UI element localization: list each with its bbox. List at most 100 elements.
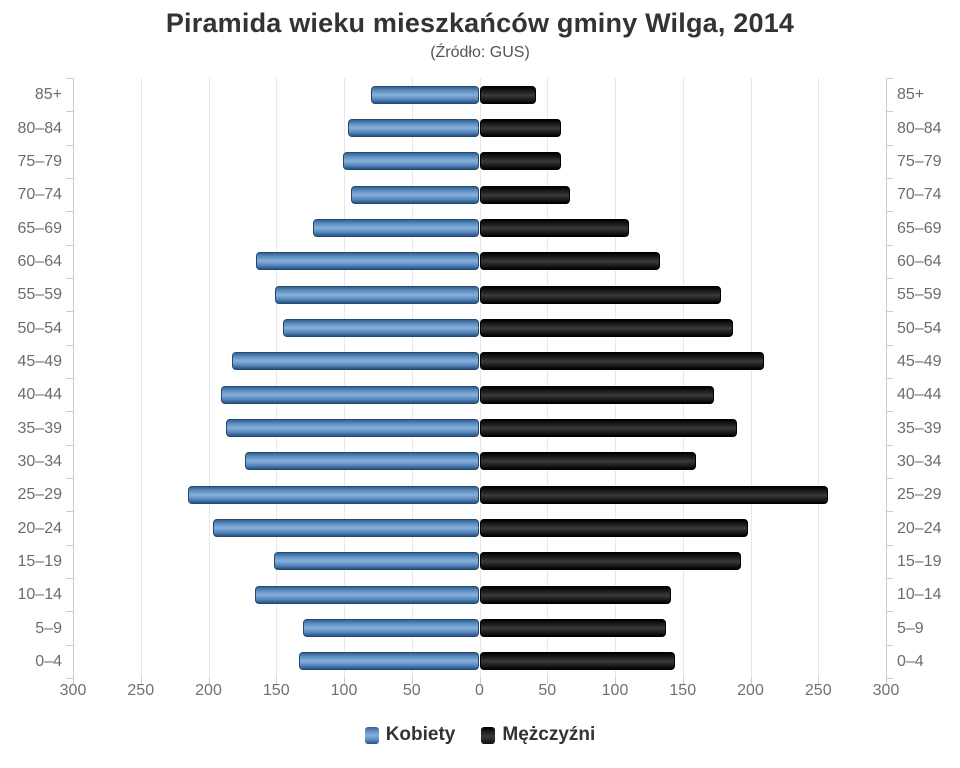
category-label-right: 85+ — [897, 86, 925, 104]
x-tick-label: 150 — [262, 682, 290, 699]
category-tick-left — [66, 311, 73, 313]
bar-kobiety-85+ — [371, 85, 480, 104]
bar-mężczyźni-85+ — [479, 85, 537, 104]
category-label-left: 5–9 — [35, 619, 62, 637]
legend: Kobiety Mężczyźni — [0, 724, 960, 746]
category-tick-right — [886, 378, 893, 379]
category-tick-right — [886, 544, 893, 546]
category-label-left: 0–4 — [35, 652, 62, 670]
category-tick-left — [66, 478, 73, 479]
category-label-left: 65–69 — [17, 219, 63, 237]
x-tick-label: 200 — [195, 682, 222, 699]
category-tick-left — [66, 611, 73, 613]
legend-item-mężczyźni[interactable]: Mężczyźni — [481, 724, 595, 746]
x-axis-tick — [73, 678, 74, 684]
category-label-right: 70–74 — [897, 186, 942, 204]
bar-kobiety-0–4 — [299, 652, 480, 671]
x-axis-tick — [344, 678, 345, 684]
category-label-left: 25–29 — [17, 486, 63, 504]
category-label-left: 35–39 — [17, 419, 63, 437]
legend-label: Mężczyźni — [502, 724, 596, 745]
category-tick-right — [886, 644, 893, 646]
category-tick-right — [886, 111, 893, 113]
category-label-right: 40–44 — [897, 386, 942, 404]
gridline — [818, 78, 820, 678]
bar-mężczyźni-35–39 — [479, 419, 737, 437]
category-tick-left — [66, 444, 73, 446]
bar-kobiety-50–54 — [283, 319, 480, 337]
bar-kobiety-30–34 — [245, 452, 480, 471]
category-tick-left — [66, 78, 73, 79]
category-tick-right — [886, 244, 893, 246]
category-tick-left — [66, 244, 73, 246]
category-tick-right — [886, 478, 893, 479]
category-label-right: 35–39 — [897, 419, 942, 437]
bar-mężczyźni-25–29 — [479, 485, 828, 504]
category-label-left: 55–59 — [17, 286, 63, 304]
x-axis-tick — [276, 678, 278, 684]
x-axis-tick — [615, 678, 616, 684]
category-tick-left — [66, 578, 73, 579]
x-tick-label: 100 — [601, 682, 629, 699]
category-tick-right — [886, 578, 893, 579]
bar-kobiety-75–79 — [342, 152, 480, 171]
category-label-left: 80–84 — [17, 119, 63, 137]
category-tick-left — [66, 144, 73, 146]
category-label-right: 55–59 — [897, 286, 942, 304]
category-tick-left — [66, 411, 73, 413]
category-label-left: 85+ — [34, 86, 62, 104]
category-label-left: 50–54 — [17, 319, 63, 337]
category-tick-right — [886, 411, 893, 413]
x-tick-label: 200 — [737, 682, 764, 699]
category-label-left: 40–44 — [17, 386, 63, 404]
x-tick-label: 150 — [669, 682, 697, 699]
bar-mężczyźni-45–49 — [479, 352, 765, 371]
bar-mężczyźni-40–44 — [479, 385, 714, 404]
category-label-right: 60–64 — [897, 252, 942, 270]
x-axis-tick — [208, 678, 210, 684]
x-tick-label: 50 — [402, 682, 421, 699]
category-tick-left — [66, 344, 73, 346]
bar-kobiety-20–24 — [212, 519, 480, 537]
x-tick-label: 250 — [127, 682, 155, 699]
category-tick-right — [886, 511, 893, 513]
gridline — [682, 78, 684, 678]
category-label-right: 75–79 — [897, 152, 942, 170]
x-axis-tick — [547, 678, 549, 684]
category-label-left: 75–79 — [17, 152, 63, 170]
category-tick-left — [66, 278, 73, 279]
gridline — [547, 78, 549, 678]
category-tick-right — [886, 78, 893, 79]
bar-kobiety-25–29 — [188, 485, 480, 504]
legend-item-kobiety[interactable]: Kobiety — [364, 724, 456, 746]
gridline — [479, 78, 481, 678]
x-axis-tick — [411, 678, 413, 684]
gridline — [411, 78, 413, 678]
gridline — [140, 78, 142, 678]
gridline — [208, 78, 210, 678]
legend-label: Kobiety — [385, 724, 456, 745]
bar-mężczyźni-75–79 — [479, 152, 561, 171]
category-label-right: 50–54 — [897, 319, 942, 337]
bar-kobiety-10–14 — [254, 585, 480, 604]
category-label-right: 25–29 — [897, 486, 942, 504]
plot-area — [73, 78, 887, 678]
category-tick-left — [66, 678, 73, 679]
category-label-right: 30–34 — [897, 452, 942, 470]
legend-swatch-mezczyzni — [481, 726, 496, 744]
x-tick-label: 0 — [475, 682, 484, 699]
category-tick-right — [886, 444, 893, 446]
category-label-right: 5–9 — [897, 619, 924, 637]
x-tick-label: 300 — [872, 682, 900, 699]
category-label-left: 45–49 — [17, 352, 63, 370]
category-label-right: 15–19 — [897, 552, 942, 570]
gridline — [344, 78, 345, 678]
category-label-right: 10–14 — [897, 586, 942, 604]
bar-kobiety-5–9 — [303, 619, 480, 637]
category-label-left: 15–19 — [17, 552, 63, 570]
bar-mężczyźni-20–24 — [479, 519, 748, 537]
bar-mężczyźni-15–19 — [479, 552, 741, 571]
bar-mężczyźni-65–69 — [479, 219, 629, 237]
x-axis-tick — [140, 678, 142, 684]
